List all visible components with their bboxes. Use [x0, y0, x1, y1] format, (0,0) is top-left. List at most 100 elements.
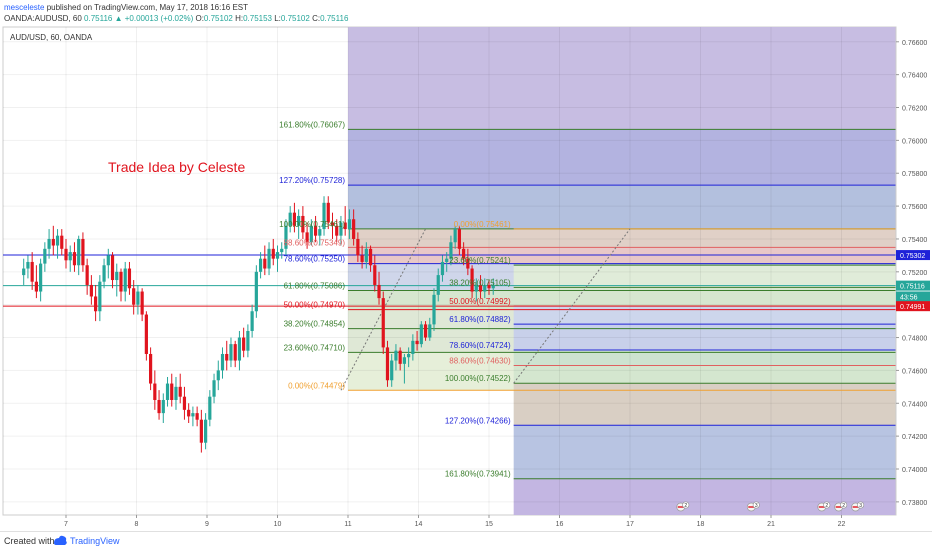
candle-body: [187, 409, 191, 417]
price-tick-label: 0.75600: [902, 204, 927, 211]
candle-body: [229, 344, 233, 361]
candle-body: [364, 248, 368, 262]
candle-body: [305, 232, 309, 243]
fib2-level-label: 38.20%(0.75105): [449, 278, 511, 287]
author-link[interactable]: mesceleste: [4, 3, 45, 12]
candle-body: [432, 294, 436, 325]
price-tick-label: 0.74400: [902, 401, 927, 408]
candle-body: [288, 212, 292, 226]
candle-body: [462, 248, 466, 259]
trade-idea-annotation[interactable]: Trade Idea by Celeste: [108, 159, 245, 175]
fib1-level-label: 78.60%(0.75250): [284, 255, 346, 264]
symbol-line: OANDA:AUDUSD, 60 0.75116 ▲ +0.00013 (+0.…: [4, 14, 348, 23]
price-label: 0.75116: [900, 284, 925, 291]
price-chart[interactable]: 161.80%(0.76067)127.20%(0.75728)100.00%(…: [0, 0, 932, 531]
candle-body: [423, 324, 428, 338]
candle-body: [136, 291, 140, 305]
event-count: 2: [825, 503, 828, 509]
change-label: ▲ +0.00013 (+0.02%): [114, 14, 194, 23]
candle-body: [428, 324, 432, 338]
time-tick-label: 17: [626, 521, 634, 528]
candle-body: [153, 383, 157, 400]
candle-body: [157, 399, 161, 414]
candle-body: [30, 261, 34, 282]
candle-body: [55, 235, 60, 246]
fib2-fill-band: [513, 425, 896, 479]
candle-body: [474, 284, 478, 292]
candle-body: [94, 296, 98, 312]
fib1-level-label: 50.00%(0.74970): [284, 301, 346, 310]
candle-body: [390, 360, 394, 381]
time-tick-label: 14: [415, 521, 423, 528]
candle-body: [352, 219, 356, 239]
candle-body: [119, 271, 123, 292]
fib2-level-label: 78.60%(0.74724): [449, 341, 511, 350]
time-tick-label: 9: [205, 521, 209, 528]
event-flag-icon: [835, 506, 842, 508]
candle-body: [212, 380, 216, 397]
publish-line: mesceleste published on TradingView.com,…: [4, 3, 248, 12]
trend-lines: [340, 228, 631, 391]
chart-header: mesceleste published on TradingView.com,…: [0, 0, 932, 27]
tradingview-logo-icon: [54, 535, 67, 545]
fib-trend-line: [513, 228, 631, 384]
candle-body: [394, 350, 398, 361]
candle-body: [398, 350, 402, 364]
candle-body: [72, 252, 77, 266]
price-label-box: [896, 250, 930, 261]
fib2-level-label: 61.80%(0.74882): [449, 315, 511, 324]
candle-body: [267, 248, 271, 269]
candle-body: [39, 263, 43, 292]
candle-body: [60, 235, 64, 249]
price-tick-label: 0.75800: [902, 171, 927, 178]
event-flag-icon: [852, 506, 859, 508]
candle-body: [326, 202, 330, 223]
price-labels: 0.75302 0.75116 43:56 0.74991: [896, 250, 930, 312]
candle-body: [457, 229, 461, 249]
price-tick-label: 0.73800: [902, 500, 927, 507]
candle-body: [208, 396, 212, 420]
candle-body: [127, 268, 132, 289]
candle-body: [106, 255, 110, 266]
fib2-fill-band: [513, 365, 896, 384]
price-label: 0.75302: [900, 253, 925, 260]
candle-body: [22, 268, 26, 276]
candle-body: [132, 288, 136, 305]
candle-body: [313, 225, 318, 236]
fib2-level-label: 50.00%(0.74992): [449, 297, 511, 306]
candle-body: [330, 222, 335, 226]
candle-body: [102, 265, 106, 282]
candle-body: [182, 396, 187, 410]
fib1-level-label: 100.00%(0.75461): [279, 220, 345, 229]
time-tick-label: 7: [64, 521, 68, 528]
candle-body: [377, 284, 381, 299]
candle-body: [233, 344, 237, 361]
fib2-level-label: 23.60%(0.75241): [449, 256, 511, 265]
close-label: C:0.75116: [312, 14, 349, 23]
candle-body: [174, 386, 178, 400]
candle-body: [225, 353, 229, 361]
time-tick-label: 11: [344, 521, 351, 528]
candle-body: [381, 298, 385, 348]
candle-body: [373, 265, 377, 285]
candle-body: [258, 258, 263, 272]
event-count: 2: [684, 503, 687, 509]
candle-body: [402, 357, 406, 364]
event-count: 3: [755, 503, 758, 509]
tradingview-brand-link[interactable]: TradingView: [70, 536, 120, 546]
event-count-badge: [840, 501, 848, 509]
price-axis: 0.76600 0.76400 0.76200 0.76000 0.75800 0.756…: [895, 27, 927, 515]
candle-body: [81, 238, 85, 266]
candle-body: [203, 419, 208, 443]
low-label: L:0.75102: [274, 14, 310, 23]
candle-body: [89, 284, 93, 297]
fib1-level-label: 23.60%(0.74710): [284, 343, 346, 352]
candle-body: [385, 347, 390, 381]
candle-body: [275, 252, 280, 259]
fib1-level-label: 161.80%(0.76067): [279, 120, 345, 129]
candle-body: [297, 215, 301, 226]
event-count: 2: [842, 503, 845, 509]
symbol-label: OANDA:AUDUSD, 60: [4, 14, 82, 23]
candle-body: [26, 261, 30, 269]
candle-body: [68, 252, 72, 261]
